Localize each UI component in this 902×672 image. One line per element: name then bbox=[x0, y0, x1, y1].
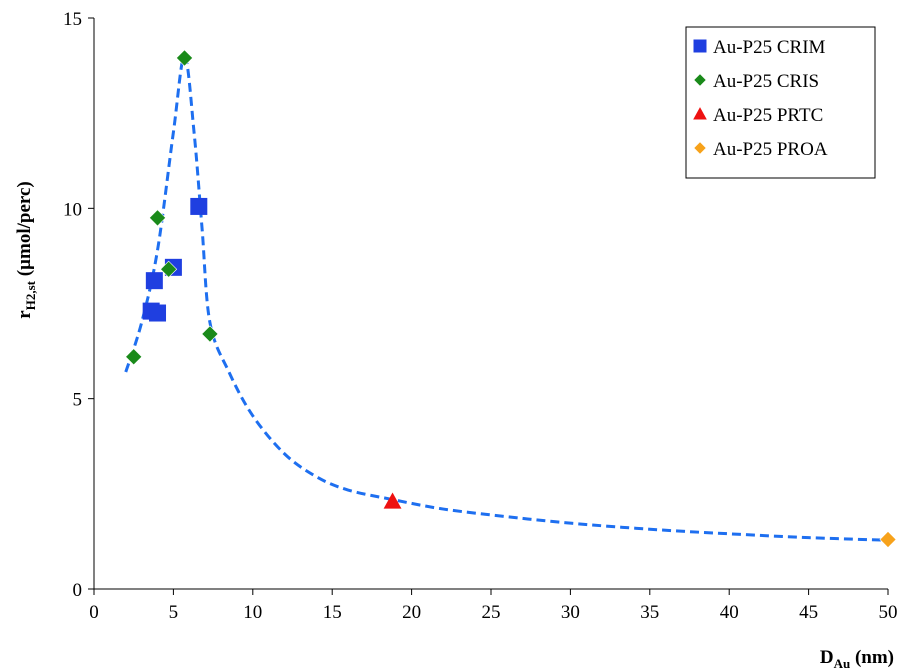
legend-marker bbox=[693, 39, 707, 53]
legend-marker bbox=[693, 141, 707, 155]
legend-label: Au-P25 CRIS bbox=[713, 71, 819, 92]
y-axis-title: rH2,st (µmol/perc) bbox=[14, 181, 38, 318]
legend-box bbox=[685, 26, 876, 179]
trend-line bbox=[124, 54, 889, 542]
legend: Au-P25 CRIM Au-P25 CRIS Au-P25 PRTC Au-P25 … bbox=[685, 26, 876, 179]
x-axis-title: DAu (nm) bbox=[820, 647, 894, 671]
data-point bbox=[149, 209, 167, 227]
legend-label: Au-P25 PROA bbox=[713, 139, 828, 160]
data-point bbox=[160, 260, 178, 278]
data-point bbox=[145, 272, 163, 290]
x-tick-label: 40 bbox=[720, 602, 739, 623]
axes: 0 5 10 15 20 25 30 35 40 45 50 0 5 10 15 bbox=[63, 9, 898, 623]
y-tick-label: 10 bbox=[63, 199, 82, 220]
x-tick-label: 15 bbox=[323, 602, 342, 623]
x-tick-label: 10 bbox=[243, 602, 262, 623]
legend-label: Au-P25 CRIM bbox=[713, 37, 826, 58]
x-tick-label: 0 bbox=[89, 602, 99, 623]
data-point bbox=[879, 531, 897, 549]
x-tick-label: 45 bbox=[799, 602, 818, 623]
y-tick-label: 0 bbox=[73, 580, 83, 601]
markers-group bbox=[125, 49, 897, 549]
trend-line-group bbox=[124, 54, 889, 542]
x-tick-label: 5 bbox=[169, 602, 179, 623]
data-point bbox=[125, 348, 143, 366]
data-point bbox=[383, 492, 402, 509]
legend-marker bbox=[693, 107, 707, 120]
legend-marker bbox=[693, 73, 707, 87]
x-tick-label: 30 bbox=[561, 602, 580, 623]
y-tick-label: 15 bbox=[63, 9, 82, 30]
x-tick-label: 20 bbox=[402, 602, 421, 623]
data-point bbox=[201, 325, 219, 343]
data-point bbox=[190, 197, 208, 215]
legend-label: Au-P25 PRTC bbox=[713, 105, 823, 126]
data-point bbox=[149, 304, 167, 322]
data-point bbox=[176, 49, 194, 67]
x-tick-label: 25 bbox=[482, 602, 501, 623]
x-tick-label: 50 bbox=[879, 602, 898, 623]
x-tick-label: 35 bbox=[640, 602, 659, 623]
y-tick-label: 5 bbox=[73, 390, 83, 411]
